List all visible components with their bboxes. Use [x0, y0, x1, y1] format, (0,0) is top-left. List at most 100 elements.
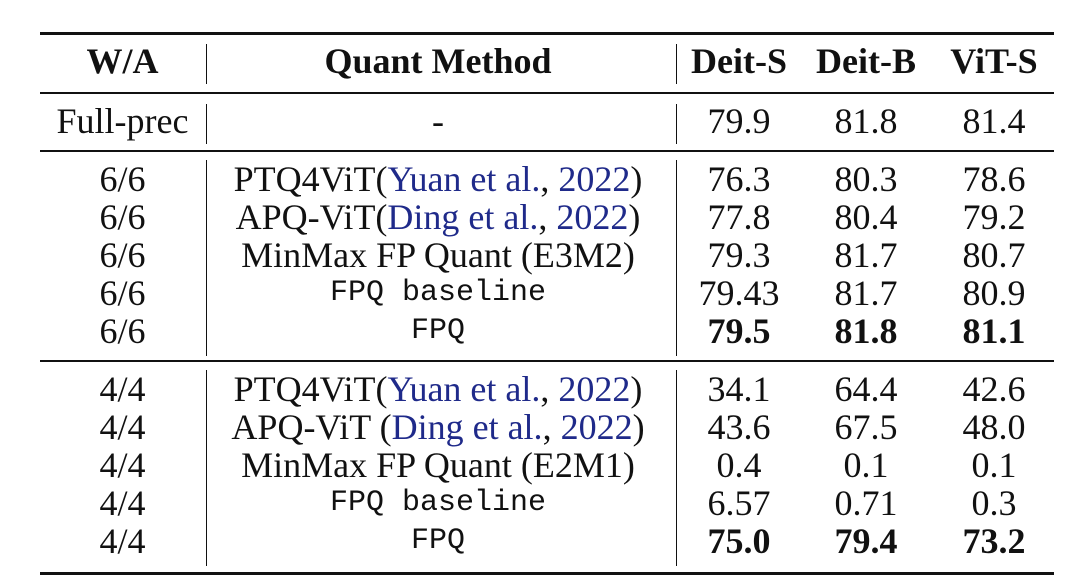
cell-vit-s: 79.2 [962, 197, 1026, 237]
cell-deit-b: 81.7 [834, 235, 898, 275]
cell-vit-s: 42.6 [962, 369, 1026, 409]
table-row: 4/4 APQ-ViT (Ding et al., 2022) 43.6 67.… [40, 408, 1054, 446]
cell-deit-s: 79.5 [707, 311, 771, 351]
header-deit-s: Deit-S [691, 41, 787, 81]
col-separator [206, 104, 208, 144]
citation-close: ) [630, 159, 643, 199]
cell-deit-s: 75.0 [707, 521, 771, 561]
cell-vit-s: 48.0 [962, 407, 1026, 447]
col-separator [676, 160, 678, 356]
header-wa: W/A [86, 41, 159, 81]
cell-deit-b: 0.71 [834, 483, 898, 523]
cell-wa: 4/4 [99, 483, 146, 523]
cell-wa: 6/6 [99, 159, 146, 199]
cell-method: APQ-ViT(Ding et al., 2022) [208, 198, 668, 236]
cell-deit-b: 81.8 [834, 311, 898, 351]
top-rule [40, 32, 1054, 35]
citation-separator: , [538, 197, 557, 237]
cell-wa: 6/6 [99, 273, 146, 313]
col-separator [206, 44, 208, 84]
cell-method: FPQ [410, 314, 465, 348]
method-name: APQ-ViT ( [231, 407, 392, 447]
cell-method: FPQ baseline [329, 486, 547, 520]
col-separator [676, 370, 678, 566]
method-name: APQ-ViT( [235, 197, 388, 237]
cell-deit-s: 76.3 [707, 159, 771, 199]
cell-method: PTQ4ViT(Yuan et al., 2022) [208, 160, 668, 198]
citation-year-link[interactable]: 2022 [560, 407, 633, 447]
cell-deit-b: 81.7 [834, 273, 898, 313]
table-row: 4/4 PTQ4ViT(Yuan et al., 2022) 34.1 64.4… [40, 370, 1054, 408]
cell-method: PTQ4ViT(Yuan et al., 2022) [208, 370, 668, 408]
cell-wa: 4/4 [99, 521, 146, 561]
col-separator [206, 370, 208, 566]
cell-deit-s: 34.1 [707, 369, 771, 409]
citation-author-link[interactable]: Yuan et al. [387, 159, 541, 199]
table-row: 4/4 MinMax FP Quant (E2M1) 0.4 0.1 0.1 [40, 446, 1054, 484]
cell-wa: Full-prec [56, 101, 189, 141]
cell-deit-s: 0.4 [716, 445, 762, 485]
citation-author-link[interactable]: Ding et al. [391, 407, 543, 447]
cell-deit-s: 79.9 [707, 101, 771, 141]
citation-year-link[interactable]: 2022 [558, 369, 631, 409]
citation-year-link[interactable]: 2022 [556, 197, 629, 237]
citation-year-link[interactable]: 2022 [558, 159, 631, 199]
cell-vit-s: 81.1 [962, 311, 1026, 351]
group-rule-1 [40, 150, 1054, 152]
cell-deit-b: 0.1 [843, 445, 889, 485]
cell-method: FPQ baseline [329, 276, 547, 310]
cell-method: - [432, 101, 444, 141]
cell-deit-b: 80.3 [834, 159, 898, 199]
cell-wa: 4/4 [99, 369, 146, 409]
citation-close: ) [632, 407, 645, 447]
cell-deit-s: 43.6 [707, 407, 771, 447]
method-name: PTQ4ViT( [233, 369, 388, 409]
table-row: 6/6 MinMax FP Quant (E3M2) 79.3 81.7 80.… [40, 236, 1054, 274]
cell-deit-s: 6.57 [707, 483, 771, 523]
cell-vit-s: 0.1 [971, 445, 1017, 485]
citation-close: ) [628, 197, 641, 237]
col-separator [676, 104, 678, 144]
table-row: 6/6 FPQ baseline 79.43 81.7 80.9 [40, 274, 1054, 312]
cell-wa: 6/6 [99, 197, 146, 237]
header-method: Quant Method [324, 41, 552, 81]
cell-deit-s: 79.3 [707, 235, 771, 275]
citation-separator: , [540, 369, 559, 409]
cell-deit-b: 81.8 [834, 101, 898, 141]
cell-method: FPQ [410, 524, 465, 558]
table-row: 4/4 FPQ 75.0 79.4 73.2 [40, 522, 1054, 560]
citation-separator: , [540, 159, 559, 199]
cell-deit-s: 77.8 [707, 197, 771, 237]
cell-vit-s: 80.9 [962, 273, 1026, 313]
citation-close: ) [630, 369, 643, 409]
cell-method: MinMax FP Quant (E3M2) [241, 235, 635, 275]
table-row: 6/6 PTQ4ViT(Yuan et al., 2022) 76.3 80.3… [40, 160, 1054, 198]
cell-deit-b: 67.5 [834, 407, 898, 447]
col-separator [206, 160, 208, 356]
cell-wa: 6/6 [99, 235, 146, 275]
cell-vit-s: 0.3 [971, 483, 1017, 523]
citation-separator: , [542, 407, 561, 447]
header-row: W/A Quant Method Deit-S Deit-B ViT-S [40, 42, 1054, 80]
full-prec-row: Full-prec - 79.9 81.8 81.4 [40, 102, 1054, 140]
citation-author-link[interactable]: Yuan et al. [387, 369, 541, 409]
citation-author-link[interactable]: Ding et al. [387, 197, 539, 237]
table-row: 6/6 APQ-ViT(Ding et al., 2022) 77.8 80.4… [40, 198, 1054, 236]
cell-deit-s: 79.43 [698, 273, 780, 313]
cell-deit-b: 64.4 [834, 369, 898, 409]
col-separator [676, 44, 678, 84]
cell-wa: 4/4 [99, 445, 146, 485]
cell-deit-b: 80.4 [834, 197, 898, 237]
header-deit-b: Deit-B [816, 41, 916, 81]
cell-vit-s: 73.2 [962, 521, 1026, 561]
bottom-rule [40, 572, 1054, 575]
cell-vit-s: 80.7 [962, 235, 1026, 275]
cell-vit-s: 81.4 [962, 101, 1026, 141]
cell-method: MinMax FP Quant (E2M1) [241, 445, 635, 485]
cell-deit-b: 79.4 [834, 521, 898, 561]
group-rule-2 [40, 360, 1054, 362]
header-vit-s: ViT-S [950, 41, 1038, 81]
table-row: 6/6 FPQ 79.5 81.8 81.1 [40, 312, 1054, 350]
cell-method: APQ-ViT (Ding et al., 2022) [208, 408, 668, 446]
table-row: 4/4 FPQ baseline 6.57 0.71 0.3 [40, 484, 1054, 522]
